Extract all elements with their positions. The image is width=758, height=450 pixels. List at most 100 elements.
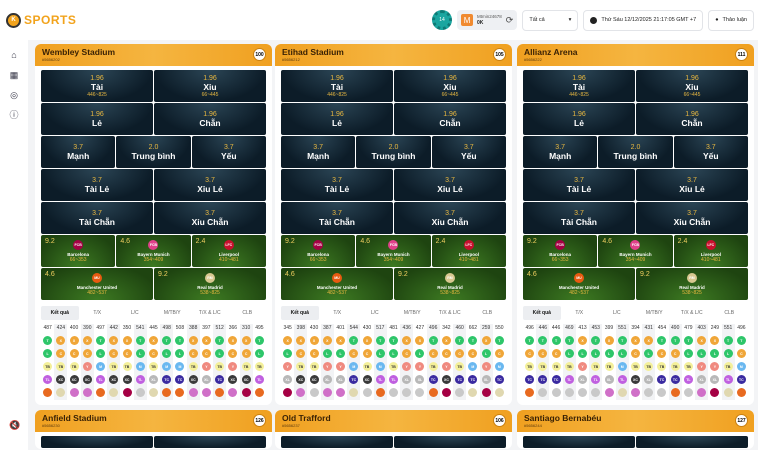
result-column: 517 T L M TL bbox=[373, 324, 387, 400]
tab[interactable]: T/X bbox=[93, 310, 102, 316]
club-dot-icon bbox=[296, 388, 306, 397]
club-dot-icon bbox=[402, 388, 412, 397]
bet-club[interactable]: 9.2 RM Real Madrid 538~825 bbox=[636, 268, 748, 300]
bet-club[interactable]: 2.4 LFC Liverpool 410~481 bbox=[431, 235, 506, 267]
bet-club[interactable]: 9.2 RM Real Madrid 538~825 bbox=[154, 268, 266, 300]
top-bar: K SPORTS 14 M Mtmin24678 0K ⟳ Tất cả ▾ Thứ… bbox=[0, 0, 758, 40]
bet-yeu[interactable]: 3.7 Yếu bbox=[431, 136, 506, 168]
bet-yeu[interactable]: 3.7 Yếu bbox=[191, 136, 266, 168]
bet-tai[interactable]: 1.96 Tài 446~825 bbox=[523, 70, 635, 102]
bet-tile[interactable] bbox=[41, 436, 153, 448]
result-dot: TL bbox=[683, 375, 693, 384]
bet-club[interactable]: 4.6 MU Manchester United 482~537 bbox=[523, 268, 635, 300]
mute-icon[interactable]: 🔇 bbox=[9, 420, 21, 430]
bet-tile[interactable] bbox=[636, 436, 748, 448]
result-dot: L bbox=[336, 349, 346, 358]
datetime: Thứ Sáu 12/12/2025 21:17:05 GMT +7 bbox=[601, 17, 697, 23]
result-dot: Y bbox=[201, 362, 211, 371]
tab[interactable]: CLB bbox=[242, 310, 253, 316]
bet-tai[interactable]: 1.96 Tài 446~825 bbox=[281, 70, 393, 102]
bet-taile[interactable]: 3.7 Tài Lẻ bbox=[281, 169, 393, 201]
bet-tb[interactable]: 2.0 Trung bình bbox=[598, 136, 673, 168]
bet-tb[interactable]: 2.0 Trung bình bbox=[356, 136, 431, 168]
bet-club[interactable]: 4.6 FCB Bayern Munich 354~409 bbox=[116, 235, 191, 267]
result-dot: C bbox=[82, 349, 92, 358]
bet-yeu[interactable]: 3.7 Yếu bbox=[673, 136, 748, 168]
bet-club[interactable]: 2.4 LFC Liverpool 410~481 bbox=[191, 235, 266, 267]
bet-le[interactable]: 1.96 Lẻ bbox=[281, 103, 393, 135]
discuss-label: Thảo luận bbox=[722, 17, 747, 23]
tab[interactable]: Kết quả bbox=[523, 306, 561, 320]
filter-select[interactable]: Tất cả ▾ bbox=[522, 9, 579, 31]
bet-chan[interactable]: 1.96 Chẵn bbox=[394, 103, 506, 135]
level-badge[interactable]: 14 bbox=[432, 10, 453, 30]
bet-xiule[interactable]: 3.7 Xỉu Lẻ bbox=[154, 169, 266, 201]
range: 482~537 bbox=[569, 289, 589, 296]
tab[interactable]: Kết quả bbox=[41, 306, 79, 320]
bet-chan[interactable]: 1.96 Chẵn bbox=[154, 103, 266, 135]
bet-club[interactable]: 4.6 MU Manchester United 482~537 bbox=[41, 268, 153, 300]
tab[interactable]: T/X bbox=[333, 310, 342, 316]
logo[interactable]: K SPORTS bbox=[6, 12, 76, 28]
bet-taile[interactable]: 3.7 Tài Lẻ bbox=[41, 169, 153, 201]
bet-club[interactable]: 4.6 FCB Bayern Munich 354~409 bbox=[356, 235, 431, 267]
bet-tile[interactable] bbox=[281, 436, 393, 448]
bet-manh[interactable]: 3.7 Mạnh bbox=[523, 136, 598, 168]
tab[interactable]: Kết quả bbox=[281, 306, 319, 320]
tab[interactable]: M/TB/Y bbox=[645, 310, 663, 316]
discuss-button[interactable]: ● Thảo luận bbox=[708, 9, 754, 31]
bet-xiule[interactable]: 3.7 Xỉu Lẻ bbox=[394, 169, 506, 201]
bet-xiu[interactable]: 1.96 Xỉu 66~445 bbox=[394, 70, 506, 102]
bet-taichan[interactable]: 3.7 Tài Chẵn bbox=[281, 202, 393, 234]
bet-club[interactable]: 9.2 FCB Barcelona 66~353 bbox=[523, 235, 598, 267]
tab[interactable]: T/X & L/C bbox=[680, 310, 703, 316]
tab[interactable]: M/TB/Y bbox=[403, 310, 421, 316]
bet-club[interactable]: 4.6 MU Manchester United 482~537 bbox=[281, 268, 393, 300]
card-header: Allianz Arena #5656222 111 bbox=[517, 44, 754, 66]
refresh-icon[interactable]: ⟳ bbox=[505, 14, 514, 25]
tab[interactable]: M/TB/Y bbox=[163, 310, 181, 316]
tab[interactable]: L/C bbox=[612, 310, 621, 316]
bet-manh[interactable]: 3.7 Mạnh bbox=[281, 136, 356, 168]
bet-tb[interactable]: 2.0 Trung bình bbox=[116, 136, 191, 168]
bet-le[interactable]: 1.96 Lẻ bbox=[41, 103, 153, 135]
tab[interactable]: T/X bbox=[575, 310, 584, 316]
bet-taichan[interactable]: 3.7 Tài Chẵn bbox=[41, 202, 153, 234]
bet-club[interactable]: 4.6 FCB Bayern Munich 354~409 bbox=[598, 235, 673, 267]
tab[interactable]: T/X & L/C bbox=[198, 310, 221, 316]
bet-tile[interactable] bbox=[394, 436, 506, 448]
bet-tile[interactable] bbox=[154, 436, 266, 448]
odd: 2.4 bbox=[435, 238, 446, 245]
bet-tile[interactable] bbox=[523, 436, 635, 448]
calculator-icon[interactable]: ▦ bbox=[9, 70, 19, 80]
target-icon[interactable]: ◎ bbox=[10, 90, 18, 100]
tab[interactable]: CLB bbox=[482, 310, 493, 316]
tab[interactable]: L/C bbox=[370, 310, 379, 316]
result-number: 430 bbox=[309, 325, 319, 331]
bet-le[interactable]: 1.96 Lẻ bbox=[523, 103, 635, 135]
tab[interactable]: L/C bbox=[130, 310, 139, 316]
result-dot: T bbox=[349, 336, 359, 345]
info-icon[interactable]: ⓘ bbox=[9, 110, 19, 120]
bet-taichan[interactable]: 3.7 Tài Chẵn bbox=[523, 202, 635, 234]
bet-club[interactable]: 9.2 FCB Barcelona 66~353 bbox=[41, 235, 116, 267]
bet-club[interactable]: 9.2 FCB Barcelona 66~353 bbox=[281, 235, 356, 267]
home-icon[interactable]: ⌂ bbox=[11, 50, 17, 60]
odd: 1.96 bbox=[90, 74, 104, 82]
bet-xiu[interactable]: 1.96 Xỉu 66~445 bbox=[636, 70, 748, 102]
user-box[interactable]: M Mtmin24678 0K ⟳ bbox=[457, 10, 518, 30]
bet-tai[interactable]: 1.96 Tài 446~825 bbox=[41, 70, 153, 102]
bet-club[interactable]: 9.2 RM Real Madrid 538~825 bbox=[394, 268, 506, 300]
bet-xiu[interactable]: 1.96 Xỉu 66~445 bbox=[154, 70, 266, 102]
bet-chan[interactable]: 1.96 Chẵn bbox=[636, 103, 748, 135]
bet-xiuchan[interactable]: 3.7 Xỉu Chẵn bbox=[394, 202, 506, 234]
bet-club[interactable]: 2.4 LFC Liverpool 410~481 bbox=[673, 235, 748, 267]
tab[interactable]: T/X & L/C bbox=[438, 310, 461, 316]
bet-taile[interactable]: 3.7 Tài Lẻ bbox=[523, 169, 635, 201]
bet-manh[interactable]: 3.7 Mạnh bbox=[41, 136, 116, 168]
tab[interactable]: CLB bbox=[724, 310, 735, 316]
bet-xiuchan[interactable]: 3.7 Xỉu Chẵn bbox=[636, 202, 748, 234]
bet-xiuchan[interactable]: 3.7 Xỉu Chẵn bbox=[154, 202, 266, 234]
result-column: 259 X L Y XL bbox=[479, 324, 493, 400]
bet-xiule[interactable]: 3.7 Xỉu Lẻ bbox=[636, 169, 748, 201]
